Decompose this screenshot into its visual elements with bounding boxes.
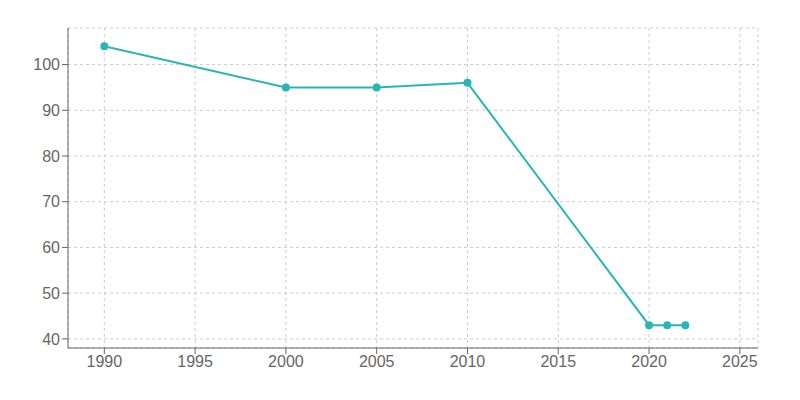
svg-text:70: 70: [42, 193, 60, 210]
svg-text:80: 80: [42, 148, 60, 165]
svg-text:1990: 1990: [87, 353, 123, 370]
svg-text:100: 100: [33, 56, 60, 73]
svg-text:1995: 1995: [177, 353, 213, 370]
svg-text:40: 40: [42, 331, 60, 348]
svg-text:50: 50: [42, 285, 60, 302]
svg-text:90: 90: [42, 102, 60, 119]
svg-text:2025: 2025: [722, 353, 758, 370]
svg-text:2015: 2015: [540, 353, 576, 370]
svg-text:2010: 2010: [450, 353, 486, 370]
svg-text:60: 60: [42, 239, 60, 256]
svg-text:2000: 2000: [268, 353, 304, 370]
svg-text:2005: 2005: [359, 353, 395, 370]
svg-text:2020: 2020: [631, 353, 667, 370]
